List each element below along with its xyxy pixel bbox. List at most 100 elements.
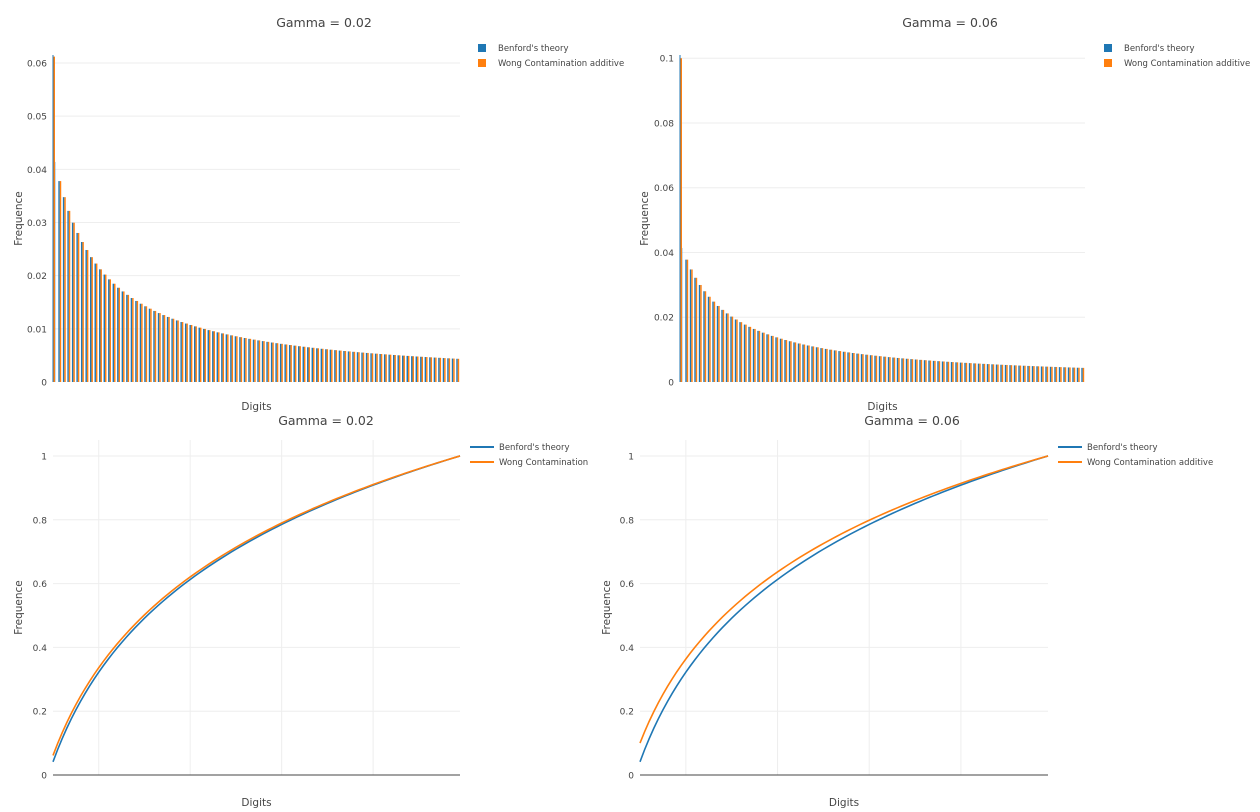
bar-benford-58 bbox=[270, 342, 273, 382]
bar-wong-70 bbox=[326, 349, 329, 382]
bar-wong-12 bbox=[691, 269, 693, 382]
y-tick-label: 0.03 bbox=[27, 219, 47, 229]
bar-benford-65 bbox=[928, 360, 930, 382]
bar-wong-95 bbox=[1064, 367, 1067, 382]
bar-wong-46 bbox=[844, 351, 846, 382]
bar-benford-32 bbox=[779, 338, 782, 382]
bar-benford-59 bbox=[275, 343, 277, 382]
bar-wong-88 bbox=[1033, 366, 1035, 382]
bar-wong-86 bbox=[398, 355, 401, 382]
bar-benford-54 bbox=[252, 339, 255, 382]
bar-benford-92 bbox=[424, 357, 427, 382]
bar-wong-75 bbox=[974, 363, 977, 382]
bar-benford-48 bbox=[851, 353, 854, 382]
bar-wong-42 bbox=[199, 327, 202, 382]
legend: Benford's theory Wong Contamination addit… bbox=[478, 44, 624, 69]
bar-benford-59 bbox=[901, 358, 903, 382]
bar-wong-62 bbox=[290, 345, 292, 382]
bar-wong-61 bbox=[911, 359, 914, 382]
legend: Benford's theory Wong Contamination addit… bbox=[1058, 443, 1213, 468]
bar-wong-19 bbox=[722, 309, 725, 382]
bar-benford-62 bbox=[914, 359, 917, 382]
bar-benford-94 bbox=[1058, 367, 1061, 382]
bar-benford-93 bbox=[1054, 366, 1056, 382]
bar-benford-32 bbox=[153, 310, 155, 382]
bar-benford-34 bbox=[162, 315, 164, 382]
bar-wong-61 bbox=[285, 344, 288, 382]
bar-benford-12 bbox=[689, 269, 692, 382]
bar-wong-76 bbox=[353, 351, 356, 382]
bar-benford-44 bbox=[833, 350, 836, 382]
y-tick-label: 0.01 bbox=[27, 325, 47, 335]
bar-benford-35 bbox=[166, 316, 169, 382]
bar-benford-60 bbox=[279, 343, 282, 382]
y-tick-label: 0.06 bbox=[654, 184, 674, 194]
bar-wong-17 bbox=[713, 301, 716, 382]
chart-3: 0 0.2 0.4 0.6 0.8 1 Gamma = 0.02 Digits Frequenc… bbox=[13, 413, 588, 809]
bar-wong-46 bbox=[218, 332, 220, 382]
bar-benford-40 bbox=[189, 324, 191, 382]
bar-wong-81 bbox=[1001, 364, 1004, 382]
bar-benford-86 bbox=[1022, 365, 1025, 382]
bar-wong-33 bbox=[785, 340, 788, 382]
legend-label: Wong Contamination bbox=[499, 458, 588, 468]
bar-benford-85 bbox=[392, 354, 395, 382]
bar-wong-84 bbox=[389, 354, 392, 382]
bar-benford-75 bbox=[347, 351, 350, 382]
line-wong bbox=[639, 455, 1049, 744]
bar-wong-71 bbox=[331, 349, 333, 382]
y-tick-label: 0.8 bbox=[33, 516, 48, 526]
bar-wong-51 bbox=[240, 337, 243, 382]
bar-wong-73 bbox=[965, 362, 968, 382]
bar-wong-36 bbox=[799, 343, 801, 382]
y-tick-label: 0.2 bbox=[33, 708, 47, 718]
bar-benford-71 bbox=[955, 362, 957, 382]
bar-wong-31 bbox=[776, 337, 779, 382]
bar-wong-21 bbox=[105, 274, 107, 382]
bar-benford-13 bbox=[694, 277, 696, 382]
bar-benford-83 bbox=[383, 354, 386, 382]
x-axis-label: Digits bbox=[241, 797, 271, 809]
bar-wong-66 bbox=[308, 347, 310, 382]
bar-benford-63 bbox=[919, 359, 921, 382]
y-tick-label: 0.8 bbox=[620, 516, 635, 526]
legend: Benford's theory Wong Contamination bbox=[470, 443, 588, 468]
bar-benford-64 bbox=[298, 346, 300, 382]
bar-wong-19 bbox=[95, 263, 98, 382]
y-axis-label: Frequence bbox=[13, 191, 25, 246]
bar-wong-24 bbox=[745, 324, 747, 382]
bar-wong-31 bbox=[150, 308, 152, 382]
bar-benford-21 bbox=[103, 274, 106, 382]
bar-wong-55 bbox=[884, 356, 887, 382]
bar-wong-54 bbox=[254, 339, 256, 382]
y-axis-label: Frequence bbox=[639, 191, 651, 246]
chart-title: Gamma = 0.02 bbox=[278, 413, 374, 428]
bar-benford-55 bbox=[257, 340, 259, 382]
bar-benford-36 bbox=[171, 318, 173, 382]
bar-wong-45 bbox=[213, 331, 215, 382]
bar-benford-90 bbox=[1040, 366, 1043, 382]
bar-benford-78 bbox=[361, 352, 363, 382]
bar-wong-94 bbox=[1060, 367, 1062, 382]
bar-wong-98 bbox=[453, 358, 455, 382]
bar-wong-94 bbox=[435, 357, 437, 382]
bar-benford-56 bbox=[887, 357, 890, 382]
bar-wong-28 bbox=[763, 332, 765, 382]
bar-wong-38 bbox=[181, 322, 184, 382]
bar-benford-18 bbox=[89, 257, 92, 382]
y-tick-label: 0.6 bbox=[620, 580, 635, 590]
bar-benford-69 bbox=[320, 348, 323, 382]
chart-title: Gamma = 0.06 bbox=[864, 413, 960, 428]
bar-wong-20 bbox=[100, 269, 102, 382]
bar-benford-74 bbox=[343, 351, 345, 382]
bar-benford-14 bbox=[71, 222, 74, 382]
bar-benford-85 bbox=[1018, 365, 1020, 382]
y-tick-label: 0 bbox=[41, 379, 47, 389]
bar-benford-77 bbox=[982, 363, 984, 382]
bar-wong-76 bbox=[979, 363, 981, 382]
bar-wong-26 bbox=[754, 328, 756, 382]
bar-wong-44 bbox=[835, 350, 837, 382]
bar-benford-29 bbox=[139, 303, 142, 382]
bar-wong-53 bbox=[875, 355, 878, 382]
bar-wong-11 bbox=[59, 181, 62, 382]
